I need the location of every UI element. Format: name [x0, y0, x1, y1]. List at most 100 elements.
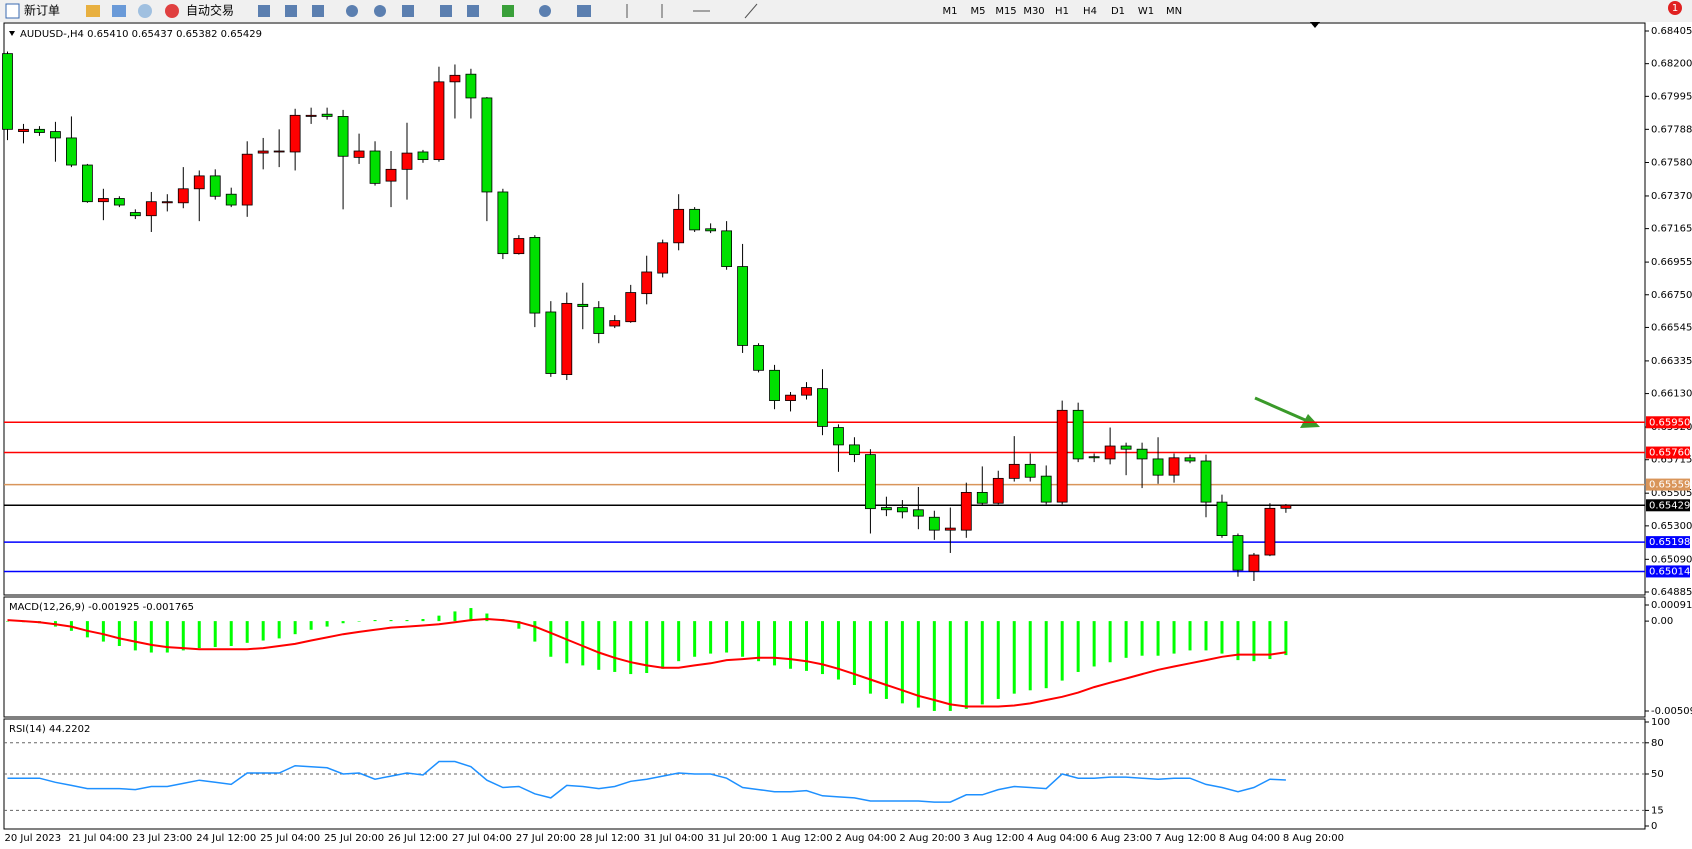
auto-trading[interactable]: 自动交易 — [186, 3, 234, 18]
y-tick-label: 0.65090 — [1651, 554, 1692, 565]
timeframe[interactable]: M15 — [995, 6, 1016, 17]
candle-body — [657, 242, 669, 274]
macd-bar — [645, 621, 649, 674]
y-tick-label: 0.68405 — [1651, 26, 1692, 37]
macd-bar — [421, 618, 425, 622]
y-tick-label: 0.66545 — [1651, 322, 1692, 333]
level-tag — [1646, 536, 1690, 549]
candle-body — [1024, 463, 1036, 478]
macd-bar — [85, 621, 89, 638]
candle-body — [593, 307, 605, 334]
y-tick-label: 0.000913 — [1651, 600, 1692, 611]
macd-bar — [357, 621, 361, 622]
candle-body — [1168, 457, 1180, 476]
macd-bar — [1236, 621, 1240, 661]
new-order[interactable]: 新订单 — [24, 3, 60, 18]
x-tick-label: 21 Jul 04:00 — [68, 833, 128, 844]
macd-bar — [996, 621, 1000, 699]
candle-body — [1200, 460, 1212, 503]
timeframe[interactable]: H1 — [1055, 6, 1069, 17]
candle-body — [1264, 507, 1276, 556]
candle-body — [673, 208, 685, 244]
candle-body — [1008, 463, 1020, 479]
macd-bar — [629, 621, 633, 675]
tool-icon[interactable] — [312, 5, 324, 17]
badge-count: 1 — [1672, 3, 1678, 14]
y-tick-label: 0.67165 — [1651, 224, 1692, 235]
y-tick-label: 100 — [1651, 717, 1670, 728]
x-tick-label: 8 Aug 20:00 — [1283, 833, 1344, 844]
macd-bar — [581, 621, 585, 666]
zoom-out[interactable] — [374, 5, 386, 17]
indicator-title: RSI(14) 44.2202 — [9, 724, 90, 735]
macd-bar — [1188, 621, 1192, 651]
candle-body — [513, 238, 525, 255]
x-tick-label: 8 Aug 04:00 — [1219, 833, 1280, 844]
x-tick-label: 1 Aug 12:00 — [772, 833, 833, 844]
tool-icon[interactable] — [502, 5, 514, 17]
annotation-arrowhead — [1300, 414, 1320, 428]
candle-body — [321, 113, 333, 117]
macd-bar — [1284, 621, 1288, 656]
candle-body — [849, 444, 860, 456]
macd-bar — [1092, 621, 1096, 667]
macd-bar — [773, 621, 777, 666]
draw-tools[interactable] — [626, 3, 758, 19]
candle-body — [337, 116, 349, 157]
candle-body — [145, 201, 157, 217]
auto-trading-icon[interactable] — [165, 4, 179, 18]
tool-icon[interactable] — [539, 5, 551, 17]
candle-body — [18, 128, 29, 132]
tool-icon[interactable] — [258, 5, 270, 17]
tool-icon[interactable] — [112, 5, 126, 17]
macd-bar — [101, 621, 105, 642]
macd-bar — [884, 621, 888, 699]
macd-bar — [165, 621, 169, 653]
new-order-icon[interactable] — [5, 3, 20, 19]
candle-body — [928, 516, 940, 531]
macd-bar — [117, 621, 121, 646]
macd-bar — [133, 621, 137, 651]
macd-bar — [980, 621, 984, 705]
macd-bar — [852, 621, 856, 686]
level-tag — [1646, 446, 1690, 459]
timeframe[interactable]: M5 — [971, 6, 986, 17]
candle-body — [369, 150, 381, 184]
macd-bar — [820, 621, 824, 675]
candle-body — [785, 394, 796, 401]
tool-icon[interactable] — [86, 5, 100, 17]
tool-icon[interactable] — [138, 4, 152, 18]
tool-icon[interactable] — [285, 5, 297, 17]
y-tick-label: -0.005093 — [1651, 706, 1692, 717]
tool-icon[interactable] — [467, 5, 479, 17]
tool-icon[interactable] — [402, 5, 414, 17]
macd-bar — [229, 621, 233, 646]
timeframe[interactable]: D1 — [1111, 6, 1125, 17]
candle-body — [273, 150, 285, 153]
candle-body — [481, 97, 493, 193]
candle-body — [1040, 475, 1052, 503]
timeframe[interactable]: MN — [1166, 6, 1182, 17]
macd-bar — [437, 615, 441, 622]
y-tick-label: 0.65715 — [1651, 455, 1692, 466]
timeframe[interactable]: M30 — [1023, 6, 1044, 17]
zoom-in[interactable] — [346, 5, 358, 17]
macd-bar — [1124, 621, 1128, 658]
y-tick-label: 0.66955 — [1651, 257, 1692, 268]
macd-bar — [597, 621, 601, 670]
x-tick-label: 31 Jul 20:00 — [708, 833, 768, 844]
macd-bar — [533, 621, 537, 642]
timeframe[interactable]: H4 — [1083, 6, 1097, 17]
level-label: 0.65014 — [1649, 566, 1690, 577]
candle-body — [833, 427, 844, 446]
timeframe[interactable]: M1 — [943, 6, 958, 17]
tool-icon[interactable] — [440, 5, 452, 17]
candle-body — [34, 128, 45, 133]
timeframe[interactable]: W1 — [1138, 6, 1154, 17]
x-tick-label: 20 Jul 2023 — [5, 833, 62, 844]
indicator-title: MACD(12,26,9) -0.001925 -0.001765 — [9, 602, 194, 613]
macd-bar — [932, 621, 936, 711]
x-tick-label: 6 Aug 23:00 — [1091, 833, 1152, 844]
tool-icon[interactable] — [577, 5, 591, 17]
x-tick-label: 7 Aug 12:00 — [1155, 833, 1216, 844]
